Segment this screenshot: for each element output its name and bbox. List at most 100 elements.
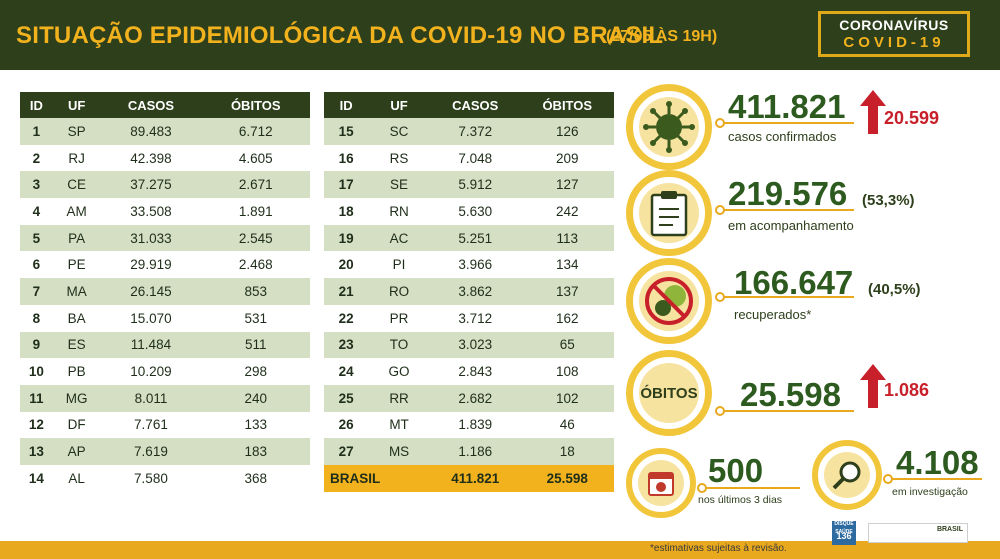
cell-id: 17 <box>324 171 369 199</box>
cell-cases: 8.011 <box>100 384 202 412</box>
connector-line <box>724 410 854 412</box>
cell-id: 6 <box>20 251 53 279</box>
table-row: 25 RR 2.682 102 <box>324 384 614 412</box>
cell-deaths: 2.468 <box>201 251 310 279</box>
last3days-label: nos últimos 3 dias <box>698 494 783 506</box>
state-table-left: ID UF CASOS ÓBITOS 1 SP 89.483 6.712 2 RJ 42.3… <box>20 92 310 492</box>
cell-uf: PR <box>368 304 430 332</box>
col-header-deaths: ÓBITOS <box>201 92 310 118</box>
cell-cases: 7.580 <box>100 464 202 492</box>
page-title: SITUAÇÃO EPIDEMIOLÓGICA DA COVID-19 NO B… <box>16 22 664 49</box>
table-row: 26 MT 1.839 46 <box>324 411 614 439</box>
connector-line <box>892 478 982 480</box>
table-row: 7 MA 26.145 853 <box>20 278 310 305</box>
cell-deaths: 102 <box>520 384 614 412</box>
cell-uf: PI <box>368 251 430 279</box>
cell-id: 16 <box>324 144 369 172</box>
col-header-uf: UF <box>368 92 430 118</box>
table-row: 27 MS 1.186 18 <box>324 438 614 465</box>
cell-cases: 37.275 <box>100 171 202 199</box>
gov-logo-text: BRASIL <box>936 526 963 533</box>
table-row: 23 TO 3.023 65 <box>324 331 614 359</box>
cell-uf: PE <box>52 251 101 279</box>
calendar-icon <box>648 472 674 496</box>
table-row: 16 RS 7.048 209 <box>324 144 614 172</box>
cell-cases: 7.619 <box>100 438 202 465</box>
cell-uf: RO <box>368 278 430 305</box>
cell-uf: AC <box>368 224 430 252</box>
up-arrow-icon <box>860 364 886 408</box>
cell-deaths: 298 <box>201 358 310 385</box>
monitoring-label: em acompanhamento <box>728 218 854 233</box>
cell-deaths: 368 <box>201 464 310 492</box>
cell-id: 19 <box>324 224 369 252</box>
confirmed-value: 411.821 <box>728 88 846 125</box>
cell-id: 14 <box>20 464 53 492</box>
confirmed-delta: 20.599 <box>884 108 940 128</box>
table-row: 13 AP 7.619 183 <box>20 438 310 465</box>
table-row: 5 PA 31.033 2.545 <box>20 224 310 252</box>
table-row: 8 BA 15.070 531 <box>20 304 310 332</box>
badge-caption: DISQUE SAÚDE <box>834 521 854 535</box>
col-header-deaths: ÓBITOS <box>520 92 614 118</box>
table-row: 2 RJ 42.398 4.605 <box>20 144 310 172</box>
cell-deaths: 18 <box>520 438 614 465</box>
cell-id: 5 <box>20 224 53 252</box>
cell-id: 20 <box>324 251 369 279</box>
table-row: 18 RN 5.630 242 <box>324 198 614 225</box>
cell-cases: 3.712 <box>429 304 521 332</box>
cell-cases: 33.508 <box>100 198 202 225</box>
connector-line <box>706 487 800 489</box>
col-header-cases: CASOS <box>429 92 521 118</box>
cell-id: 1 <box>20 118 53 145</box>
cell-uf: SC <box>368 118 430 145</box>
cell-uf: PB <box>52 358 101 385</box>
cell-uf: RJ <box>52 144 101 172</box>
cell-id: 15 <box>324 118 369 145</box>
cell-deaths: 133 <box>201 411 310 439</box>
page-subtitle: (27/05 ÀS 19H) <box>606 28 718 45</box>
header-bar: SITUAÇÃO EPIDEMIOLÓGICA DA COVID-19 NO B… <box>0 0 1000 70</box>
cell-id: 4 <box>20 198 53 225</box>
cell-uf: MT <box>368 411 430 439</box>
cell-deaths: 242 <box>520 198 614 225</box>
cell-id: 26 <box>324 411 369 439</box>
cell-cases: 5.912 <box>429 171 521 199</box>
coronavirus-logo: CORONAVÍRUS COVID-19 <box>818 11 970 57</box>
connector-line <box>724 122 854 124</box>
cell-uf: AP <box>52 438 101 465</box>
cell-id: 22 <box>324 304 369 332</box>
last3days-value: 500 <box>708 452 764 489</box>
confirmed-circle <box>626 84 712 170</box>
cell-cases: 26.145 <box>100 278 202 305</box>
deaths-delta: 1.086 <box>884 380 930 400</box>
table-row: 20 PI 3.966 134 <box>324 251 614 279</box>
cell-id: 25 <box>324 384 369 412</box>
cell-cases: 15.070 <box>100 304 202 332</box>
total-row: BRASIL 411.821 25.598 <box>324 464 614 492</box>
cell-id: 11 <box>20 384 53 412</box>
table-row: 10 PB 10.209 298 <box>20 358 310 385</box>
investigation-label: em investigação <box>892 486 968 498</box>
cell-cases: 3.966 <box>429 251 521 279</box>
cell-deaths: 4.605 <box>201 144 310 172</box>
cell-uf: RN <box>368 198 430 225</box>
table-row: 12 DF 7.761 133 <box>20 411 310 439</box>
cell-cases: 3.862 <box>429 278 521 305</box>
cell-cases: 7.372 <box>429 118 521 145</box>
cell-cases: 7.761 <box>100 411 202 439</box>
no-virus-icon <box>645 277 693 325</box>
cell-deaths: 65 <box>520 331 614 359</box>
cell-id: 23 <box>324 331 369 359</box>
table-row: 21 RO 3.862 137 <box>324 278 614 305</box>
cell-id: 18 <box>324 198 369 225</box>
cell-id: 13 <box>20 438 53 465</box>
monitoring-circle <box>626 170 712 256</box>
cell-cases: 5.251 <box>429 224 521 252</box>
cell-cases: 1.839 <box>429 411 521 439</box>
table-row: 1 SP 89.483 6.712 <box>20 118 310 145</box>
cell-deaths: 134 <box>520 251 614 279</box>
cell-id: 7 <box>20 278 53 305</box>
cell-id: 10 <box>20 358 53 385</box>
total-label: BRASIL <box>324 464 430 492</box>
